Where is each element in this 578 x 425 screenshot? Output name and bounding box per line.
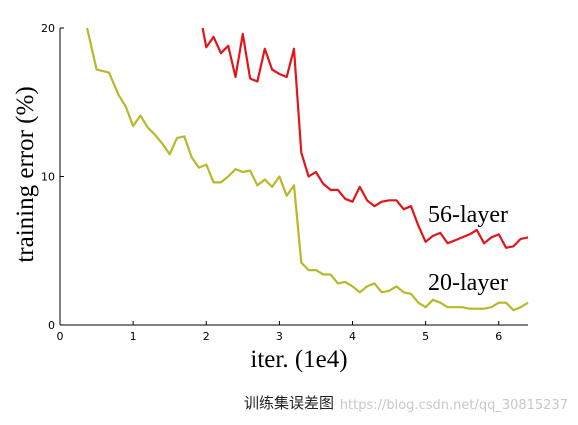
- figure-caption: 训练集误差图: [243, 394, 334, 412]
- watermark: https://blog.csdn.net/qq_30815237: [339, 398, 568, 413]
- x-tick-label: 2: [203, 330, 210, 343]
- series-labels: 56-layer 20-layer: [428, 202, 508, 296]
- y-tick-label: 20: [41, 22, 55, 35]
- y-tick-label: 0: [48, 319, 55, 332]
- y-axis: 0 10 20: [41, 22, 64, 332]
- x-tick-label: 0: [57, 330, 64, 343]
- series-group: [86, 27, 529, 312]
- series-label-56-layer: 56-layer: [428, 202, 508, 228]
- x-tick-label: 6: [495, 330, 502, 343]
- y-axis-label: training error (%): [12, 86, 39, 262]
- x-tick-label: 3: [276, 330, 283, 343]
- x-axis: 0 1 2 3 4 5 6: [57, 321, 502, 343]
- x-tick-label: 5: [422, 330, 429, 343]
- x-tick-label: 4: [349, 330, 356, 343]
- x-axis-label: iter. (1e4): [250, 346, 347, 373]
- x-tick-label: 1: [130, 330, 137, 343]
- series-line-20-layer: [86, 27, 529, 312]
- y-tick-label: 10: [41, 171, 55, 184]
- series-label-20-layer: 20-layer: [428, 270, 508, 296]
- series-line-56-layer: [201, 27, 529, 249]
